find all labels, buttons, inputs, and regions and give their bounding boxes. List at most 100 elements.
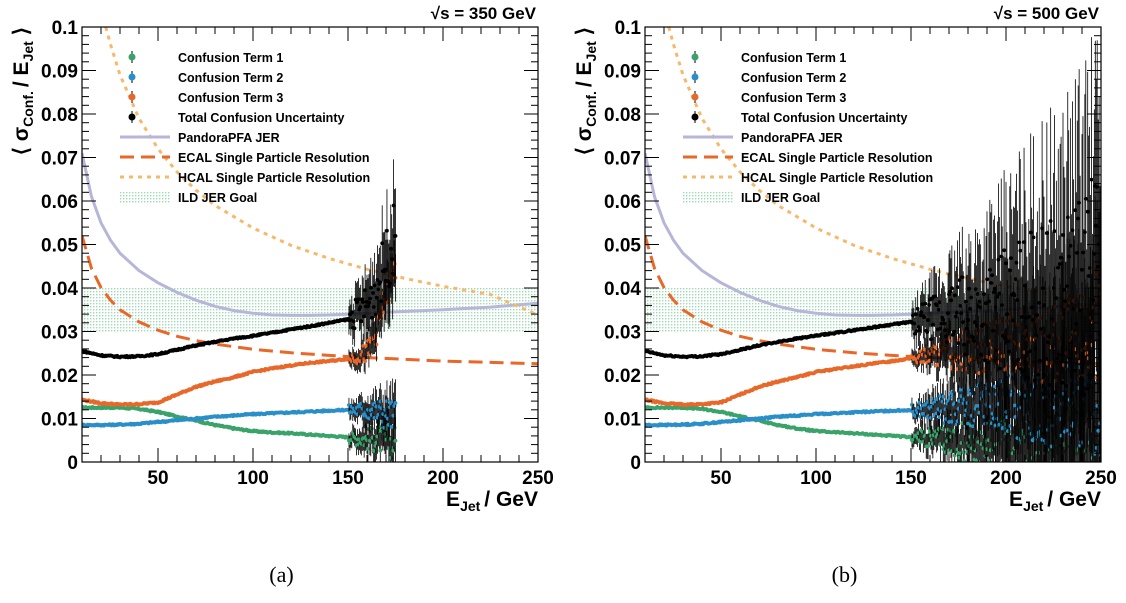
y-tick-label: 0.07 (604, 149, 641, 170)
legend-label: ILD JER Goal (178, 191, 257, 205)
data-point (383, 267, 387, 272)
data-point (1060, 475, 1064, 479)
x-tick-label: 250 (1085, 468, 1117, 489)
data-point (1069, 340, 1074, 345)
legend-label: Confusion Term 3 (178, 91, 283, 105)
data-point (1039, 327, 1044, 331)
x-tick-label: 200 (427, 468, 459, 489)
data-point (369, 315, 374, 320)
data-point (989, 421, 994, 425)
y-tick-label: 0.01 (604, 410, 641, 431)
legend-label: PandoraPFA JER (178, 131, 280, 145)
legend-label: ECAL Single Particle Resolution (178, 151, 369, 165)
y-tick-label: 0.02 (41, 366, 78, 387)
data-point (961, 320, 966, 324)
data-point (921, 439, 926, 444)
chart-panel-a: 0 0.01 0.02 0.03 0.04 0.05 0.06 0.07 0.08 0.09 0.1… (10, 4, 554, 587)
data-point (914, 329, 919, 333)
data-point (941, 394, 946, 399)
data-point (947, 420, 951, 424)
data-point (982, 292, 987, 296)
chart-b: 0 0.01 0.02 0.03 0.04 0.05 0.06 0.07 0.08 0.09 0.1… (573, 4, 1117, 514)
data-point (962, 459, 967, 462)
data-point (966, 421, 970, 426)
data-point (385, 228, 389, 233)
legend-entry: Confusion Term 2 (691, 71, 846, 85)
data-point (932, 350, 937, 355)
x-tick-label: 100 (800, 468, 832, 489)
data-point (1018, 391, 1023, 396)
data-point (1031, 235, 1036, 240)
data-point (956, 341, 961, 346)
legend-label: ILD JER Goal (741, 191, 820, 205)
x-tick-label: 250 (522, 468, 554, 489)
data-point (913, 414, 918, 418)
data-point (378, 448, 383, 453)
data-point (980, 465, 984, 469)
series-points-total-confusion-uncertainty (645, 37, 1101, 462)
data-point (1094, 446, 1099, 450)
data-point (362, 314, 367, 319)
data-point (1098, 332, 1101, 337)
data-point (390, 272, 395, 276)
data-point (1096, 264, 1101, 269)
data-point (1042, 478, 1046, 482)
data-point (363, 359, 367, 364)
data-point (383, 407, 387, 412)
data-point (950, 419, 954, 424)
data-point (1007, 349, 1011, 354)
legend-entry: ECAL Single Particle Resolution (120, 151, 369, 165)
data-point (1027, 349, 1032, 354)
legend-label: Confusion Term 1 (741, 51, 846, 65)
legend-entry: Confusion Term 1 (128, 51, 283, 65)
x-tick-label: 150 (895, 468, 927, 489)
plot-frame (81, 26, 539, 463)
y-tick-label: 0.08 (604, 105, 641, 126)
caption-b: (b) (831, 562, 858, 587)
data-point (912, 331, 917, 336)
data-point (1008, 256, 1013, 260)
y-axis-label: ⟨ σConf./ EJet⟩ (10, 27, 36, 155)
data-point (1002, 248, 1006, 253)
data-point (1059, 255, 1063, 260)
data-point (985, 277, 989, 282)
data-point (999, 254, 1004, 259)
x-tick-label: 200 (990, 468, 1022, 489)
energy-label: √s = 350 GeV (431, 4, 537, 23)
y-tick-label: 0.08 (41, 105, 78, 126)
data-point (917, 328, 922, 333)
y-tick-label: 0.01 (41, 410, 78, 431)
data-point (918, 440, 923, 444)
data-point (969, 295, 973, 300)
data-point (1072, 368, 1077, 373)
data-point (927, 303, 931, 307)
data-point (379, 406, 384, 410)
data-point (937, 415, 942, 420)
data-point (929, 337, 933, 342)
data-point (978, 305, 983, 310)
x-tick-label: 50 (710, 468, 731, 489)
data-point (1096, 428, 1101, 433)
legend-label: Total Confusion Uncertainty (741, 111, 907, 125)
data-point (1054, 296, 1059, 301)
data-point (961, 401, 966, 406)
data-point (961, 450, 966, 454)
data-point (1075, 251, 1080, 255)
data-point (1081, 250, 1085, 255)
y-tick-label: 0.06 (604, 192, 641, 213)
y-tick-label: 0.06 (41, 192, 78, 213)
data-point (925, 330, 930, 334)
data-point (1084, 386, 1089, 391)
data-point (1052, 229, 1057, 234)
data-point (1041, 286, 1045, 291)
data-point (362, 443, 367, 447)
data-point (1088, 334, 1093, 339)
data-point (912, 437, 916, 442)
legend-entry: HCAL Single Particle Resolution (120, 171, 370, 185)
data-point (912, 321, 916, 326)
data-point (1022, 240, 1026, 245)
data-point (1055, 482, 1059, 486)
data-point (1018, 248, 1023, 253)
data-point (1082, 392, 1086, 397)
legend-label: HCAL Single Particle Resolution (741, 171, 933, 185)
